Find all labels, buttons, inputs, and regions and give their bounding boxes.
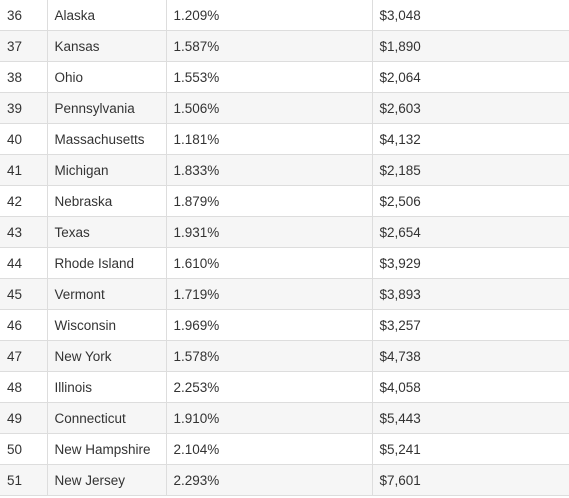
amount-cell: $1,890	[371, 30, 569, 62]
amount-cell: $2,185	[371, 154, 569, 186]
rank-cell: 38	[0, 61, 48, 93]
rate-cell: 1.910%	[165, 402, 373, 434]
rate-cell: 1.610%	[165, 247, 373, 279]
amount-cell: $2,064	[371, 61, 569, 93]
rate-cell: 1.553%	[165, 61, 373, 93]
rate-cell: 1.181%	[165, 123, 373, 155]
table-row: 36 Alaska 1.209% $3,048	[0, 0, 569, 31]
rate-cell: 1.506%	[165, 92, 373, 124]
amount-cell: $4,058	[371, 371, 569, 403]
table-row: 47 New York 1.578% $4,738	[0, 340, 569, 372]
rank-cell: 47	[0, 340, 48, 372]
rank-cell: 44	[0, 247, 48, 279]
state-cell: Illinois	[46, 371, 167, 403]
table-row: 50 New Hampshire 2.104% $5,241	[0, 433, 569, 465]
rate-cell: 1.719%	[165, 278, 373, 310]
rate-cell: 1.931%	[165, 216, 373, 248]
state-cell: Kansas	[46, 30, 167, 62]
state-cell: Wisconsin	[46, 309, 167, 341]
rank-cell: 45	[0, 278, 48, 310]
table-row: 43 Texas 1.931% $2,654	[0, 216, 569, 248]
rate-cell: 1.879%	[165, 185, 373, 217]
table-row: 46 Wisconsin 1.969% $3,257	[0, 309, 569, 341]
table-row: 48 Illinois 2.253% $4,058	[0, 371, 569, 403]
amount-cell: $5,241	[371, 433, 569, 465]
rate-cell: 1.209%	[165, 0, 373, 31]
state-cell: Massachusetts	[46, 123, 167, 155]
rate-cell: 1.833%	[165, 154, 373, 186]
rate-cell: 1.969%	[165, 309, 373, 341]
rank-cell: 36	[0, 0, 48, 31]
rate-cell: 2.104%	[165, 433, 373, 465]
table-row: 41 Michigan 1.833% $2,185	[0, 154, 569, 186]
amount-cell: $3,257	[371, 309, 569, 341]
rank-cell: 50	[0, 433, 48, 465]
rank-cell: 51	[0, 464, 48, 496]
rate-cell: 1.587%	[165, 30, 373, 62]
state-cell: Vermont	[46, 278, 167, 310]
amount-cell: $2,654	[371, 216, 569, 248]
amount-cell: $3,048	[371, 0, 569, 31]
rate-cell: 1.578%	[165, 340, 373, 372]
table-row: 38 Ohio 1.553% $2,064	[0, 61, 569, 93]
state-cell: Ohio	[46, 61, 167, 93]
table-row: 49 Connecticut 1.910% $5,443	[0, 402, 569, 434]
table-row: 39 Pennsylvania 1.506% $2,603	[0, 92, 569, 124]
rank-cell: 37	[0, 30, 48, 62]
table-row: 45 Vermont 1.719% $3,893	[0, 278, 569, 310]
rate-cell: 2.253%	[165, 371, 373, 403]
state-cell: Nebraska	[46, 185, 167, 217]
amount-cell: $4,738	[371, 340, 569, 372]
state-cell: Pennsylvania	[46, 92, 167, 124]
amount-cell: $5,443	[371, 402, 569, 434]
state-cell: Alaska	[46, 0, 167, 31]
table-row: 42 Nebraska 1.879% $2,506	[0, 185, 569, 217]
state-cell: New Jersey	[46, 464, 167, 496]
amount-cell: $3,929	[371, 247, 569, 279]
amount-cell: $2,506	[371, 185, 569, 217]
amount-cell: $3,893	[371, 278, 569, 310]
rank-cell: 39	[0, 92, 48, 124]
state-cell: Michigan	[46, 154, 167, 186]
rank-cell: 48	[0, 371, 48, 403]
state-cell: Texas	[46, 216, 167, 248]
rank-cell: 40	[0, 123, 48, 155]
state-cell: New Hampshire	[46, 433, 167, 465]
table-row: 40 Massachusetts 1.181% $4,132	[0, 123, 569, 155]
rank-cell: 43	[0, 216, 48, 248]
rank-cell: 41	[0, 154, 48, 186]
table-row: 44 Rhode Island 1.610% $3,929	[0, 247, 569, 279]
rank-cell: 46	[0, 309, 48, 341]
table-row: 51 New Jersey 2.293% $7,601	[0, 464, 569, 496]
rank-cell: 49	[0, 402, 48, 434]
table-row: 37 Kansas 1.587% $1,890	[0, 30, 569, 62]
state-cell: Rhode Island	[46, 247, 167, 279]
state-cell: New York	[46, 340, 167, 372]
amount-cell: $7,601	[371, 464, 569, 496]
amount-cell: $4,132	[371, 123, 569, 155]
rank-cell: 42	[0, 185, 48, 217]
state-cell: Connecticut	[46, 402, 167, 434]
rate-cell: 2.293%	[165, 464, 373, 496]
amount-cell: $2,603	[371, 92, 569, 124]
